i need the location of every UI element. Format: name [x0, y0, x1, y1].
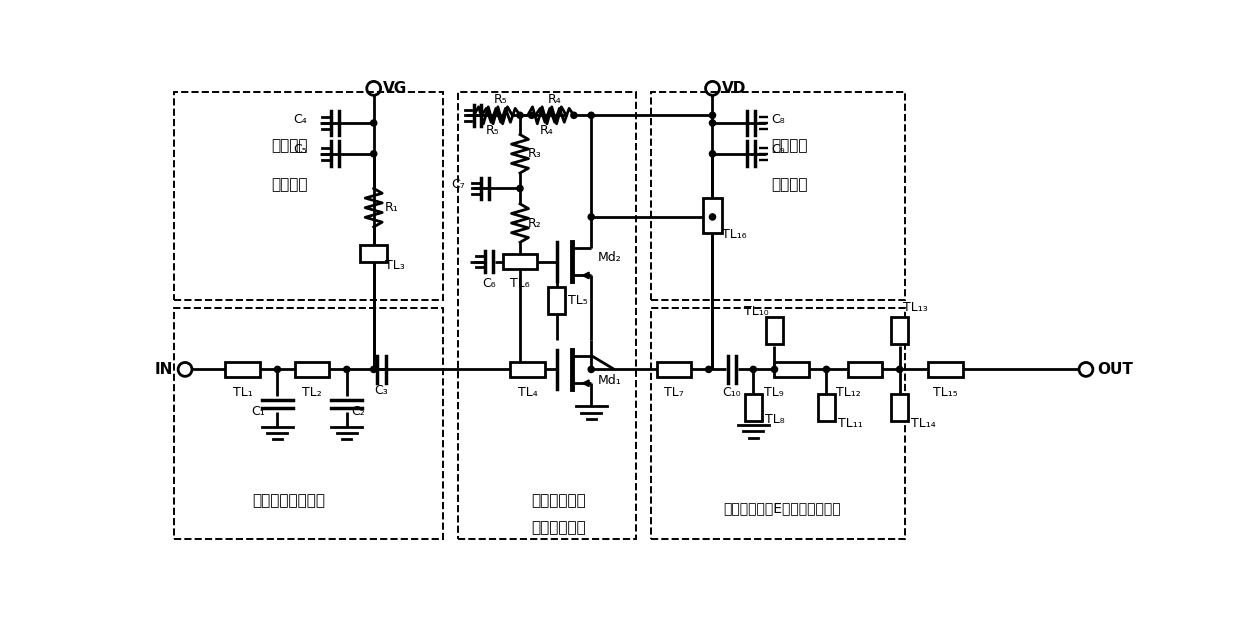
Text: TL₁: TL₁ [233, 386, 253, 399]
Text: 输入基波匹配网络: 输入基波匹配网络 [253, 493, 325, 508]
Bar [502, 254, 537, 269]
Text: VD: VD [722, 81, 746, 96]
Text: C₂: C₂ [351, 405, 365, 419]
Text: TL₇: TL₇ [665, 386, 684, 399]
Text: R₂: R₂ [528, 216, 542, 230]
Text: TL₂: TL₂ [303, 386, 322, 399]
Text: C₁₀: C₁₀ [723, 386, 742, 399]
Circle shape [706, 366, 712, 372]
Text: TL₁₆: TL₁₆ [722, 228, 746, 241]
Circle shape [588, 214, 594, 220]
Text: C₇: C₇ [451, 178, 465, 191]
Text: R₃: R₃ [528, 147, 542, 160]
Text: 偏置网络: 偏置网络 [771, 177, 807, 192]
Text: TL₆: TL₆ [510, 276, 529, 290]
Text: C₁: C₁ [252, 405, 265, 419]
Circle shape [709, 150, 715, 157]
Circle shape [371, 366, 377, 372]
Text: C₃: C₃ [374, 385, 388, 397]
Circle shape [823, 366, 830, 372]
Text: TL₁₂: TL₁₂ [836, 386, 861, 399]
Text: R₁: R₁ [386, 201, 399, 214]
Text: TL₁₃: TL₁₃ [904, 301, 929, 314]
Circle shape [709, 214, 715, 220]
Circle shape [750, 366, 756, 372]
Text: 功率放大网络: 功率放大网络 [531, 520, 585, 535]
Bar [848, 362, 883, 377]
Text: TL₉: TL₉ [764, 386, 784, 399]
Bar [892, 394, 908, 421]
Text: 二堆叠自偏置: 二堆叠自偏置 [531, 493, 585, 508]
Circle shape [709, 112, 715, 118]
Circle shape [528, 112, 534, 118]
Text: C₈: C₈ [771, 113, 785, 125]
Circle shape [371, 150, 377, 157]
Text: C₄: C₄ [294, 113, 308, 125]
Circle shape [771, 366, 777, 372]
Circle shape [517, 112, 523, 118]
Text: R₄: R₄ [548, 93, 562, 106]
Text: Md₁: Md₁ [598, 374, 621, 387]
Circle shape [588, 366, 594, 372]
Bar [651, 308, 905, 539]
Circle shape [588, 112, 594, 118]
Text: IN: IN [155, 362, 174, 377]
Text: TL₁₀: TL₁₀ [744, 305, 769, 318]
Bar [226, 362, 260, 377]
Text: TL₄: TL₄ [518, 386, 538, 399]
Text: Md₂: Md₂ [598, 252, 621, 264]
Text: R₅: R₅ [486, 124, 500, 137]
Text: TL₈: TL₈ [765, 413, 785, 426]
Bar [174, 92, 443, 300]
Circle shape [517, 186, 523, 191]
Text: TL₁₄: TL₁₄ [911, 417, 936, 430]
Text: TL₃: TL₃ [386, 259, 405, 272]
Bar [703, 198, 722, 233]
Text: TL₅: TL₅ [568, 294, 588, 307]
Circle shape [897, 366, 903, 372]
Bar [295, 362, 330, 377]
Text: TL₁₅: TL₁₅ [934, 386, 959, 399]
Bar [511, 362, 546, 377]
Text: 高效谐波控制E类输出匹配网络: 高效谐波控制E类输出匹配网络 [723, 501, 841, 515]
Bar [892, 317, 908, 344]
Bar [651, 92, 905, 300]
Circle shape [274, 366, 280, 372]
Bar [657, 362, 692, 377]
Circle shape [371, 120, 377, 126]
Text: 漏极供电: 漏极供电 [771, 139, 807, 154]
Circle shape [343, 366, 350, 372]
Bar [929, 362, 963, 377]
Bar [459, 92, 635, 539]
Text: C₅: C₅ [294, 143, 308, 156]
Circle shape [709, 120, 715, 126]
Circle shape [570, 112, 577, 118]
Text: C₆: C₆ [482, 276, 496, 290]
Bar [766, 317, 782, 344]
Text: OUT: OUT [1097, 362, 1133, 377]
Text: TL₁₁: TL₁₁ [838, 417, 863, 430]
Bar [548, 287, 565, 314]
Bar [745, 394, 761, 421]
Text: R₅: R₅ [494, 93, 507, 106]
Bar [174, 308, 443, 539]
Text: 栅极供电: 栅极供电 [270, 139, 308, 154]
Text: VG: VG [383, 81, 407, 96]
Text: 偏置网络: 偏置网络 [270, 177, 308, 192]
Bar [361, 245, 387, 262]
Bar [775, 362, 810, 377]
Text: R₄: R₄ [541, 124, 554, 137]
Bar [818, 394, 835, 421]
Text: C₉: C₉ [771, 143, 785, 156]
